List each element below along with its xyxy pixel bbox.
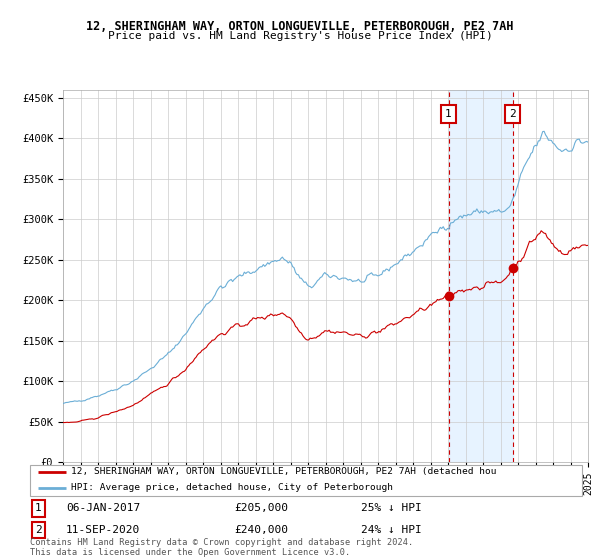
Text: 2: 2 [35,525,41,535]
Text: 06-JAN-2017: 06-JAN-2017 [66,503,140,514]
Text: HPI: Average price, detached house, City of Peterborough: HPI: Average price, detached house, City… [71,483,394,492]
Text: 12, SHERINGHAM WAY, ORTON LONGUEVILLE, PETERBOROUGH, PE2 7AH: 12, SHERINGHAM WAY, ORTON LONGUEVILLE, P… [86,20,514,32]
FancyBboxPatch shape [30,465,582,496]
Text: Price paid vs. HM Land Registry's House Price Index (HPI): Price paid vs. HM Land Registry's House … [107,31,493,41]
Text: 25% ↓ HPI: 25% ↓ HPI [361,503,422,514]
Text: 1: 1 [445,109,452,119]
Text: 11-SEP-2020: 11-SEP-2020 [66,525,140,535]
Text: 24% ↓ HPI: 24% ↓ HPI [361,525,422,535]
Text: £205,000: £205,000 [234,503,288,514]
Bar [449,90,513,462]
Text: £240,000: £240,000 [234,525,288,535]
Text: 2: 2 [509,109,516,119]
Text: 1: 1 [35,503,41,514]
Text: 12, SHERINGHAM WAY, ORTON LONGUEVILLE, PETERBOROUGH, PE2 7AH (detached hou: 12, SHERINGHAM WAY, ORTON LONGUEVILLE, P… [71,468,497,477]
Text: Contains HM Land Registry data © Crown copyright and database right 2024.
This d: Contains HM Land Registry data © Crown c… [30,538,413,557]
